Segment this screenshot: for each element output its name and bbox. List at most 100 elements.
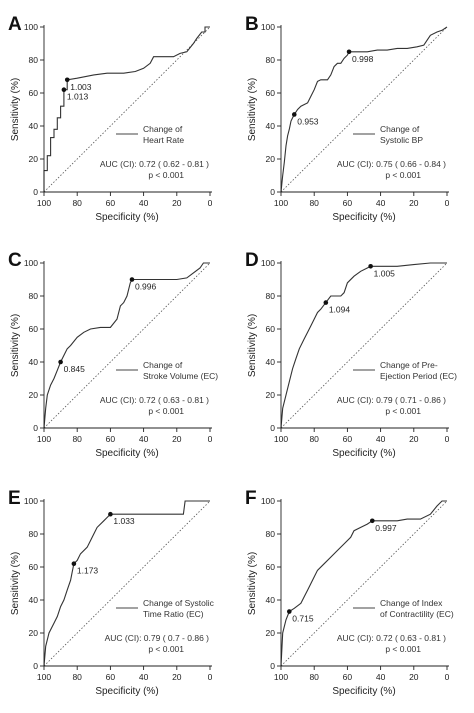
- y-tick-label: 100: [24, 22, 38, 32]
- legend-line-1: Change of Pre-: [380, 360, 438, 370]
- legend-line-1: Change of Index: [380, 598, 443, 608]
- legend-line-1: Change of: [143, 124, 183, 134]
- y-axis-label: Sensitivity (%): [10, 314, 21, 377]
- roc-curve: [43, 262, 210, 429]
- cutoff-point: [368, 264, 373, 269]
- cutoff-point: [71, 561, 77, 566]
- y-tick-label: 20: [29, 154, 39, 164]
- chance-diagonal: [280, 26, 448, 193]
- p-value-label: p < 0.001: [385, 406, 421, 416]
- y-tick-label: 20: [266, 390, 276, 400]
- cutoff-point: [61, 87, 67, 92]
- y-tick-label: 80: [266, 55, 276, 65]
- legend-line-1: Change of: [380, 124, 420, 134]
- x-axis-label: Specificity (%): [95, 686, 158, 697]
- x-tick-label: 60: [106, 672, 116, 682]
- cutoff-label: 0.953: [297, 116, 319, 126]
- x-tick-label: 0: [445, 434, 450, 444]
- chart-panel-d: D 0 20 40 60 80 100 100 80 60 40 20 0 Specificity (%)…: [245, 250, 457, 459]
- cutoff-point: [291, 112, 297, 117]
- x-axis-label: Specificity (%): [332, 448, 395, 459]
- x-tick-label: 60: [343, 672, 353, 682]
- cutoff-label: 0.845: [64, 364, 86, 374]
- panel-label: B: [245, 14, 259, 35]
- auc-label: AUC (CI): 0.79 ( 0.71 - 0.86 ): [337, 395, 446, 405]
- y-tick-label: 60: [266, 88, 276, 98]
- x-tick-label: 20: [409, 672, 419, 682]
- cutoff-point: [58, 359, 63, 365]
- cutoff-label: 1.173: [77, 566, 99, 576]
- panel-label: D: [245, 250, 259, 271]
- chance-diagonal: [43, 262, 211, 429]
- roc-curve: [280, 500, 447, 667]
- cutoff-label: 1.003: [70, 82, 92, 92]
- p-value-label: p < 0.001: [148, 644, 184, 654]
- y-tick-label: 20: [266, 628, 276, 638]
- x-tick-label: 20: [409, 198, 419, 208]
- chance-diagonal: [280, 262, 448, 429]
- cutoff-label: 1.013: [67, 92, 89, 102]
- auc-label: AUC (CI): 0.72 ( 0.63 - 0.81 ): [337, 633, 446, 643]
- x-tick-label: 80: [309, 198, 319, 208]
- x-axis-label: Specificity (%): [332, 212, 395, 223]
- p-value-label: p < 0.001: [148, 406, 184, 416]
- cutoff-point: [129, 277, 135, 282]
- cutoff-point: [108, 511, 113, 517]
- cutoff-point: [287, 609, 292, 614]
- y-tick-label: 100: [261, 496, 275, 506]
- chart-panel-c: C 0 20 40 60 80 100 100 80 60 40 20 0 Specificity (%)…: [8, 250, 218, 459]
- x-tick-label: 100: [37, 198, 51, 208]
- y-tick-label: 60: [29, 562, 39, 572]
- cutoff-label: 1.005: [374, 268, 396, 278]
- legend-line-2: of Contractility (EC): [380, 609, 454, 619]
- panel-label: F: [245, 488, 257, 509]
- y-tick-label: 40: [29, 121, 39, 131]
- x-tick-label: 100: [37, 672, 51, 682]
- p-value-label: p < 0.001: [385, 644, 421, 654]
- y-axis-label: Sensitivity (%): [10, 552, 21, 615]
- panel-label: C: [8, 250, 22, 271]
- legend-line-2: Time Ratio (EC): [143, 609, 204, 619]
- chart-panel-e: E 0 20 40 60 80 100 100 80 60 40 20 0 Specificity (%)…: [8, 488, 215, 697]
- y-tick-label: 40: [29, 595, 39, 605]
- cutoff-label: 1.094: [329, 305, 351, 315]
- legend-line-2: Systolic BP: [380, 135, 423, 145]
- y-tick-label: 0: [270, 661, 275, 671]
- cutoff-label: 0.996: [135, 282, 157, 292]
- y-tick-label: 20: [266, 154, 276, 164]
- cutoff-label: 0.998: [352, 54, 374, 64]
- y-tick-label: 100: [261, 22, 275, 32]
- y-tick-label: 20: [29, 628, 39, 638]
- y-tick-label: 80: [29, 529, 39, 539]
- x-tick-label: 60: [106, 434, 116, 444]
- x-tick-label: 100: [274, 434, 288, 444]
- y-tick-label: 80: [29, 55, 39, 65]
- legend-line-2: Ejection Period (EC): [380, 371, 457, 381]
- panel-label: E: [8, 488, 21, 509]
- x-tick-label: 0: [208, 198, 213, 208]
- y-axis-label: Sensitivity (%): [247, 314, 258, 377]
- x-tick-label: 20: [172, 672, 182, 682]
- x-tick-label: 80: [309, 434, 319, 444]
- y-axis-label: Sensitivity (%): [247, 552, 258, 615]
- x-tick-label: 80: [72, 672, 82, 682]
- x-tick-label: 40: [139, 672, 149, 682]
- y-tick-label: 40: [266, 121, 276, 131]
- x-tick-label: 20: [172, 198, 182, 208]
- legend-line-2: Heart Rate: [143, 135, 184, 145]
- auc-label: AUC (CI): 0.72 ( 0.62 - 0.81 ): [100, 159, 209, 169]
- x-tick-label: 80: [309, 672, 319, 682]
- x-tick-label: 40: [139, 198, 149, 208]
- x-tick-label: 0: [208, 434, 213, 444]
- x-tick-label: 80: [72, 198, 82, 208]
- x-tick-label: 100: [274, 198, 288, 208]
- y-tick-label: 20: [29, 390, 39, 400]
- y-axis-label: Sensitivity (%): [10, 78, 21, 141]
- cutoff-point: [346, 49, 352, 55]
- roc-curve: [280, 26, 448, 193]
- p-value-label: p < 0.001: [385, 170, 421, 180]
- legend-line-2: Stroke Volume (EC): [143, 371, 218, 381]
- x-tick-label: 100: [37, 434, 51, 444]
- cutoff-label: 1.033: [113, 516, 135, 526]
